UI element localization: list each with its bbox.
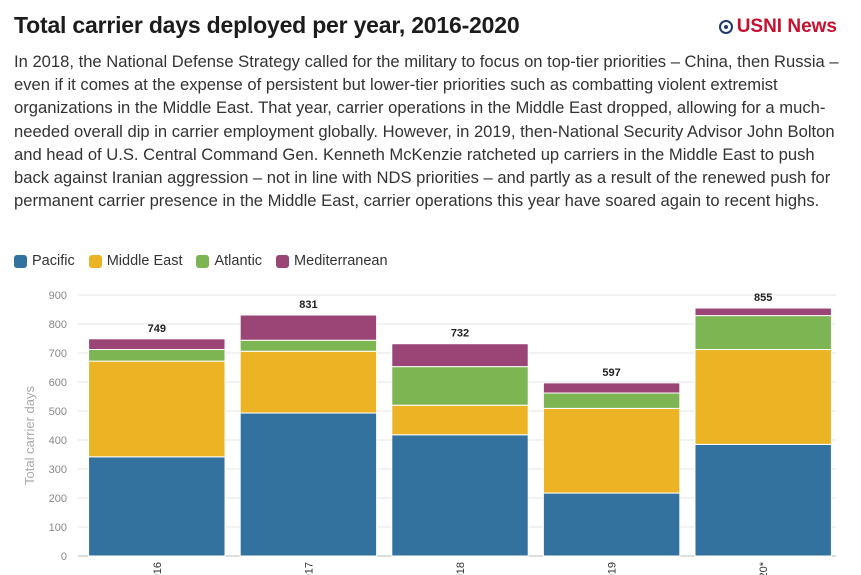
x-tick-label: 2020* xyxy=(758,561,770,575)
legend-label: Pacific xyxy=(32,253,75,269)
legend-swatch xyxy=(276,254,290,268)
bar-mediterranean-2019[interactable] xyxy=(542,382,681,394)
x-tick-label: 2016 xyxy=(152,562,164,575)
bar-middle-east-2017[interactable] xyxy=(239,350,378,414)
bar-atlantic-2020[interactable] xyxy=(694,315,832,351)
bar-mediterranean-2017[interactable] xyxy=(239,314,378,341)
y-axis-title: Total carrier days xyxy=(22,386,37,485)
total-label: 831 xyxy=(299,299,317,311)
bar-atlantic-2017[interactable] xyxy=(239,339,378,352)
legend-item-middle-east[interactable]: Middle East xyxy=(88,253,183,269)
legend-label: Mediterranean xyxy=(294,253,388,269)
bar-mediterranean-2018[interactable] xyxy=(391,343,529,368)
bar-middle-east-2016[interactable] xyxy=(88,360,226,458)
total-label: 732 xyxy=(451,328,469,340)
y-tick-label: 700 xyxy=(49,348,67,360)
bar-middle-east-2019[interactable] xyxy=(542,407,681,494)
y-tick-label: 500 xyxy=(49,406,67,418)
y-tick-label: 900 xyxy=(49,290,67,302)
x-tick-label: 2019 xyxy=(607,562,619,575)
bar-pacific-2019[interactable] xyxy=(542,492,681,557)
y-tick-label: 200 xyxy=(49,493,67,505)
total-label: 597 xyxy=(602,367,620,379)
bar-pacific-2020[interactable] xyxy=(694,443,832,557)
bar-mediterranean-2016[interactable] xyxy=(88,338,226,351)
bar-mediterranean-2020[interactable] xyxy=(694,307,832,317)
bar-atlantic-2019[interactable] xyxy=(542,392,681,409)
legend-swatch xyxy=(14,254,27,268)
bar-pacific-2017[interactable] xyxy=(239,412,378,557)
legend: Pacific Middle East Atlantic Mediterranean xyxy=(14,253,388,269)
bar-atlantic-2018[interactable] xyxy=(391,366,529,406)
y-tick-label: 400 xyxy=(49,435,67,447)
chart-description: In 2018, the National Defense Strategy c… xyxy=(14,52,839,211)
usni-news-logo: USNI News xyxy=(718,16,837,38)
bar-atlantic-2016[interactable] xyxy=(88,349,226,362)
legend-item-mediterranean[interactable]: Mediterranean xyxy=(276,253,388,269)
bar-middle-east-2020[interactable] xyxy=(694,349,832,445)
total-label: 855 xyxy=(754,292,772,304)
legend-item-pacific[interactable]: Pacific xyxy=(14,253,75,269)
y-tick-label: 100 xyxy=(49,522,67,534)
x-tick-label: 2018 xyxy=(455,562,467,575)
legend-swatch xyxy=(88,254,102,268)
logo-text: USNI News xyxy=(736,16,837,37)
bar-pacific-2018[interactable] xyxy=(391,434,529,557)
y-tick-label: 800 xyxy=(49,319,67,331)
bar-pacific-2016[interactable] xyxy=(88,456,226,557)
y-tick-label: 300 xyxy=(49,464,67,476)
legend-label: Atlantic xyxy=(214,253,263,269)
total-label: 749 xyxy=(148,323,166,335)
legend-label: Middle East xyxy=(106,253,183,269)
y-tick-label: 0 xyxy=(61,551,67,563)
usni-logo-icon xyxy=(718,20,733,34)
x-tick-label: 2017 xyxy=(303,562,315,575)
y-tick-label: 600 xyxy=(49,377,67,389)
bar-middle-east-2018[interactable] xyxy=(391,404,529,436)
legend-item-atlantic[interactable]: Atlantic xyxy=(196,253,262,269)
chart-title: Total carrier days deployed per year, 20… xyxy=(14,12,520,38)
legend-swatch xyxy=(196,254,210,268)
